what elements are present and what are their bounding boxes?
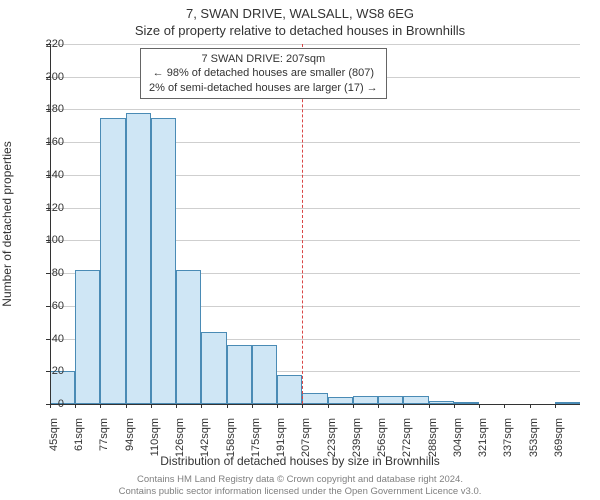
y-tick-label: 80: [24, 267, 64, 279]
footer-line-2: Contains public sector information licen…: [0, 486, 600, 498]
histogram-bar: [277, 375, 302, 404]
y-axis-line: [50, 44, 51, 404]
y-tick-label: 100: [24, 234, 64, 246]
x-tick-mark: [429, 404, 430, 408]
histogram-bar: [151, 118, 176, 404]
y-tick-label: 140: [24, 169, 64, 181]
x-axis-label: Distribution of detached houses by size …: [0, 454, 600, 468]
y-tick-mark: [46, 371, 50, 372]
x-tick-mark: [328, 404, 329, 408]
x-tick-mark: [126, 404, 127, 408]
histogram-bar: [227, 345, 252, 404]
annotation-box: 7 SWAN DRIVE: 207sqm ← 98% of detached h…: [140, 48, 387, 99]
x-tick-mark: [277, 404, 278, 408]
y-tick-label: 60: [24, 300, 64, 312]
y-tick-mark: [46, 142, 50, 143]
annotation-line-1: 7 SWAN DRIVE: 207sqm: [149, 52, 378, 66]
histogram-bar: [201, 332, 226, 404]
annotation-line-2: ← 98% of detached houses are smaller (80…: [149, 66, 378, 80]
chart-container: 7, SWAN DRIVE, WALSALL, WS8 6EG Size of …: [0, 0, 600, 500]
histogram-bar: [403, 396, 428, 404]
x-tick-mark: [454, 404, 455, 408]
footer: Contains HM Land Registry data © Crown c…: [0, 474, 600, 498]
y-tick-mark: [46, 109, 50, 110]
y-tick-label: 220: [24, 38, 64, 50]
x-tick-mark: [100, 404, 101, 408]
annotation-line-3: 2% of semi-detached houses are larger (1…: [149, 81, 378, 95]
gridline: [50, 44, 580, 45]
y-tick-mark: [46, 175, 50, 176]
x-tick-mark: [201, 404, 202, 408]
y-tick-mark: [46, 77, 50, 78]
y-tick-mark: [46, 273, 50, 274]
y-tick-label: 120: [24, 202, 64, 214]
y-tick-label: 20: [24, 365, 64, 377]
histogram-bar: [378, 396, 403, 404]
x-tick-mark: [504, 404, 505, 408]
histogram-bar: [75, 270, 100, 404]
footer-line-1: Contains HM Land Registry data © Crown c…: [0, 474, 600, 486]
y-tick-mark: [46, 306, 50, 307]
y-tick-label: 0: [24, 398, 64, 410]
x-tick-mark: [353, 404, 354, 408]
histogram-bar: [100, 118, 125, 404]
chart-subtitle: Size of property relative to detached ho…: [0, 21, 600, 38]
x-tick-mark: [252, 404, 253, 408]
x-tick-mark: [176, 404, 177, 408]
y-tick-label: 180: [24, 103, 64, 115]
y-tick-mark: [46, 44, 50, 45]
y-axis-label: Number of detached properties: [0, 141, 14, 306]
x-tick-mark: [50, 404, 51, 408]
histogram-bar: [302, 393, 327, 404]
x-tick-mark: [227, 404, 228, 408]
histogram-bar: [353, 396, 378, 404]
y-tick-mark: [46, 240, 50, 241]
y-tick-label: 160: [24, 136, 64, 148]
x-tick-mark: [75, 404, 76, 408]
x-tick-mark: [403, 404, 404, 408]
y-tick-label: 200: [24, 71, 64, 83]
y-tick-mark: [46, 339, 50, 340]
chart-title: 7, SWAN DRIVE, WALSALL, WS8 6EG: [0, 0, 600, 21]
x-tick-mark: [555, 404, 556, 408]
x-tick-mark: [479, 404, 480, 408]
x-tick-mark: [302, 404, 303, 408]
histogram-bar: [176, 270, 201, 404]
histogram-bar: [126, 113, 151, 404]
gridline: [50, 109, 580, 110]
y-tick-mark: [46, 208, 50, 209]
x-tick-mark: [530, 404, 531, 408]
x-tick-mark: [378, 404, 379, 408]
x-axis-line: [50, 404, 580, 405]
histogram-bar: [252, 345, 277, 404]
y-tick-label: 40: [24, 333, 64, 345]
x-tick-mark: [151, 404, 152, 408]
